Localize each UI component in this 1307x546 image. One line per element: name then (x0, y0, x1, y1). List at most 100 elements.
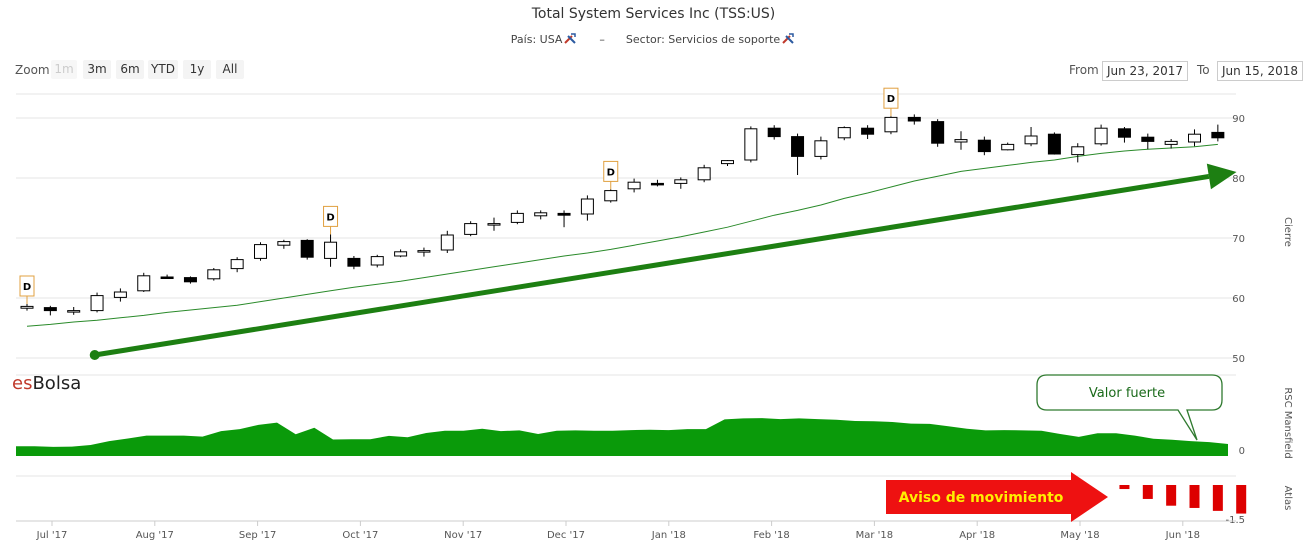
dividend-flag-box (883, 87, 899, 109)
candle-body (767, 127, 781, 138)
zoom-6m-button[interactable]: 6m (116, 60, 144, 79)
price-tick-label: 80 (1232, 174, 1245, 185)
subtitle-separator: – (599, 33, 605, 46)
zoom-3m-button[interactable]: 3m (83, 60, 111, 79)
candle (1047, 132, 1061, 155)
callout-layer: Valor fuerte (1036, 374, 1223, 441)
rsc-area (16, 418, 1228, 456)
candle (977, 136, 991, 156)
atlas-bar (1212, 485, 1223, 511)
brand-logo: esBolsa (12, 373, 82, 394)
candle (440, 230, 454, 253)
candle (277, 239, 291, 249)
candle (1164, 139, 1178, 149)
candle-body (324, 241, 338, 259)
x-tick-label: Feb '18 (753, 530, 789, 541)
x-tick-label: Nov '17 (444, 530, 482, 541)
rsc-tick-label: 0 (1239, 446, 1245, 457)
moving-average-layer (26, 143, 1218, 327)
candle (370, 254, 384, 268)
atlas-bar (1236, 485, 1247, 514)
candle (1117, 127, 1131, 143)
zoom-ytd-button[interactable]: YTD (148, 60, 178, 79)
candle-body (580, 198, 594, 215)
candle-body (254, 244, 267, 259)
candle-body (230, 259, 244, 270)
candles-layer (20, 114, 1225, 316)
x-tick-label: Sep '17 (239, 530, 277, 541)
candle (674, 177, 688, 189)
candle-body (534, 212, 548, 217)
candle (557, 210, 571, 228)
country-label: País: USA (510, 33, 563, 46)
candle (861, 125, 875, 139)
trend-arrow-start (89, 350, 100, 360)
tools-icon[interactable] (782, 33, 796, 44)
candle (744, 126, 758, 163)
candle-body (1024, 135, 1038, 145)
candle-body (1141, 136, 1155, 142)
dividend-flag-label: D (887, 94, 895, 105)
candle-body (43, 307, 57, 312)
zoom-label: Zoom (15, 63, 50, 77)
candle-body (954, 139, 968, 143)
candle (534, 210, 548, 220)
candle (43, 305, 57, 316)
price-tick-label: 70 (1232, 234, 1245, 245)
trend-arrow-head (1206, 163, 1237, 190)
zoom-1y-button[interactable]: 1y (183, 60, 211, 79)
trend-arrow-shaft (94, 173, 1210, 358)
candle-body (370, 256, 384, 266)
candle (767, 125, 781, 140)
candle-body (113, 291, 127, 298)
tools-icon[interactable] (564, 33, 578, 44)
candle (954, 131, 968, 150)
candle (604, 189, 618, 203)
candle (697, 164, 711, 183)
candle (884, 116, 898, 135)
rsc-axis-label: RSC Mansfield (1282, 387, 1293, 458)
callout-bubble (1036, 374, 1223, 441)
candle-body (67, 310, 81, 313)
rsc-area-layer (16, 418, 1228, 456)
candle (67, 307, 81, 315)
moving-average-line (26, 143, 1218, 327)
candle (137, 272, 151, 292)
to-date-input[interactable]: Jun 15, 2018 (1217, 61, 1303, 81)
dividend-flag-label: D (326, 212, 334, 223)
price-tick-label: 60 (1232, 294, 1245, 305)
atlas-bar (1142, 485, 1153, 499)
candle (627, 178, 641, 193)
dividend-flag-label: D (607, 167, 615, 178)
candle-body (604, 190, 618, 202)
candle (1211, 124, 1225, 142)
chart-title: Total System Services Inc (TSS:US) (531, 6, 776, 22)
candle (1141, 133, 1155, 150)
zoom-1m-button[interactable]: 1m (51, 60, 77, 79)
x-tick-label: Jun '18 (1165, 530, 1200, 541)
candle (837, 126, 851, 141)
candle (300, 239, 314, 260)
dividend-flags-layer: D D D D (19, 87, 899, 304)
candle-body (20, 305, 34, 309)
from-date-input[interactable]: Jun 23, 2017 (1102, 61, 1188, 81)
axis-labels-layer: 50 60 70 80 90 Cierre 0 RSC Mansfield -1.5 Atlas J… (16, 114, 1293, 541)
zoom-all-button[interactable]: All (216, 60, 244, 79)
price-tick-label: 90 (1232, 114, 1245, 125)
candle (931, 119, 945, 147)
candle-body (277, 241, 291, 246)
dividend-flag-box (603, 160, 619, 182)
x-tick-label: Aug '17 (136, 530, 174, 541)
candle-body (721, 160, 734, 165)
sector-label: Sector: Servicios de soporte (625, 33, 781, 46)
candle (1188, 129, 1201, 147)
candle-body (90, 295, 104, 312)
candle (814, 136, 828, 160)
candle (791, 133, 805, 175)
x-tick-label: Mar '18 (856, 530, 894, 541)
candle-body (627, 181, 641, 190)
candle-body (1001, 143, 1015, 151)
candle-body (837, 127, 851, 139)
x-tick-label: May '18 (1060, 530, 1099, 541)
